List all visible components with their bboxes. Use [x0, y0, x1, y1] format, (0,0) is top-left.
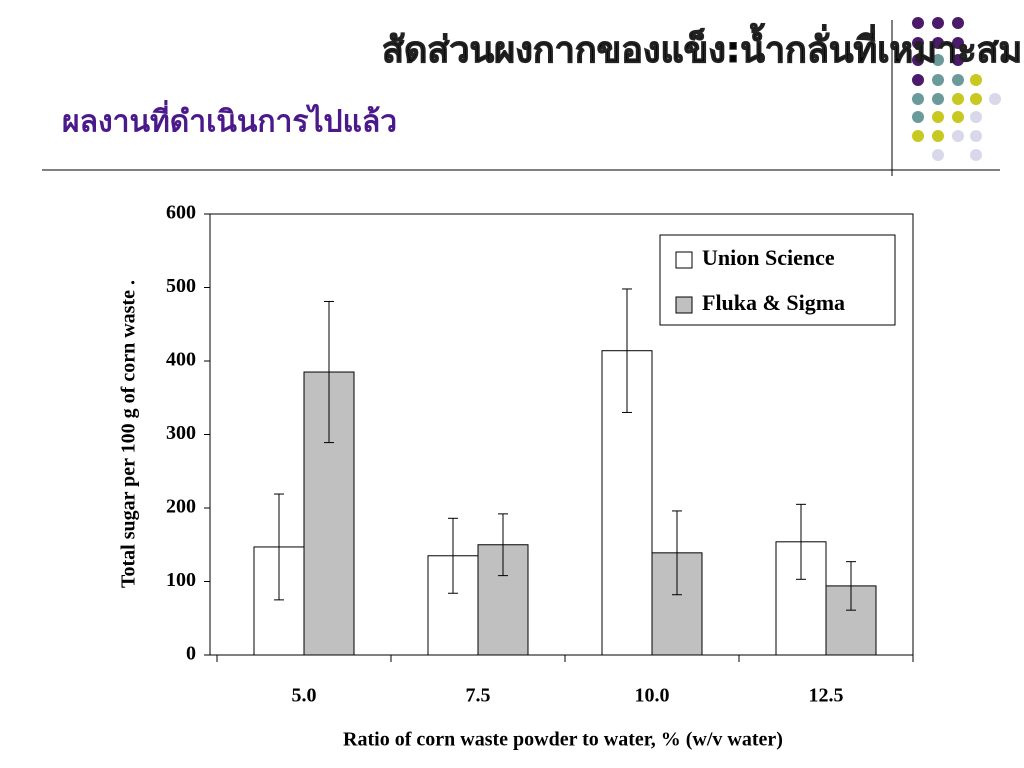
y-axis-label: Total sugar per 100 g of corn waste .	[118, 280, 140, 588]
y-tick-label: 0	[186, 643, 196, 665]
y-tick-label: 300	[166, 422, 196, 444]
legend-swatch	[675, 251, 693, 269]
bar	[651, 552, 703, 656]
y-tick-label: 100	[166, 569, 196, 591]
legend-swatch	[675, 296, 693, 314]
bar	[601, 350, 653, 656]
legend-label: Fluka & Sigma	[702, 290, 845, 315]
y-tick-label: 200	[166, 496, 196, 518]
y-tick-label: 500	[166, 275, 196, 297]
decor-dots	[912, 17, 1001, 161]
x-tick-label: 10.0	[635, 685, 670, 707]
x-tick-label: 7.5	[466, 685, 491, 707]
x-tick-label: 5.0	[292, 685, 317, 707]
legend-box	[659, 234, 896, 326]
slide-title: สัดส่วนผงกากของแข็ง:น้ำกลั่นที่เหมาะสม	[382, 23, 1022, 71]
x-tick-label: 12.5	[809, 685, 844, 707]
slide-subtitle: ผลงานที่ดำเนินการไปแล้ว	[62, 100, 397, 140]
y-tick-label: 400	[166, 349, 196, 371]
y-tick-label: 600	[166, 202, 196, 224]
x-axis-label: Ratio of corn waste powder to water, % (…	[343, 729, 783, 751]
legend-label: Union Science	[702, 245, 835, 270]
